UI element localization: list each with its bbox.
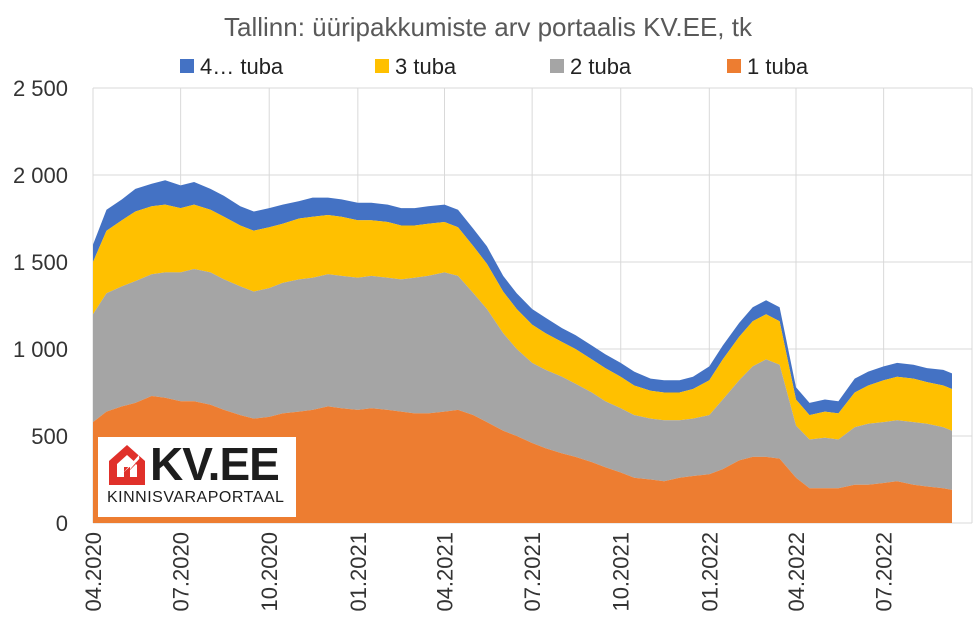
x-tick-label: 04.2020 xyxy=(81,532,106,612)
x-tick-label: 04.2022 xyxy=(784,532,809,612)
legend-item: 4… tuba xyxy=(180,54,284,79)
legend-label: 1 tuba xyxy=(747,54,809,79)
legend-item: 1 tuba xyxy=(727,54,809,79)
kv-ee-logo: KV.EE KINNISVARAPORTAAL xyxy=(98,437,296,517)
logo-tagline: KINNISVARAPORTAAL xyxy=(107,489,285,506)
area-2-rooms xyxy=(93,269,952,490)
x-tick-label: 01.2022 xyxy=(697,532,722,612)
legend-label: 3 tuba xyxy=(395,54,457,79)
x-tick-label: 07.2022 xyxy=(872,532,897,612)
legend-swatch xyxy=(727,59,741,73)
legend-swatch xyxy=(375,59,389,73)
legend-item: 3 tuba xyxy=(375,54,457,79)
x-tick-label: 10.2021 xyxy=(609,532,634,612)
house-arrow-icon xyxy=(109,445,145,485)
y-tick-label: 2 000 xyxy=(13,163,68,188)
x-tick-label: 07.2020 xyxy=(169,532,194,612)
x-tick-label: 04.2021 xyxy=(432,532,457,612)
y-tick-label: 0 xyxy=(56,511,68,536)
y-tick-label: 1 000 xyxy=(13,337,68,362)
x-tick-label: 07.2021 xyxy=(520,532,545,612)
y-tick-label: 500 xyxy=(31,424,68,449)
logo-brand: KV.EE xyxy=(150,438,280,490)
y-tick-label: 2 500 xyxy=(13,76,68,101)
legend: 4… tuba 3 tuba 2 tuba 1 tuba xyxy=(180,54,809,79)
y-axis-ticks: 0 500 1 000 1 500 2 000 2 500 xyxy=(13,76,68,536)
legend-label: 2 tuba xyxy=(570,54,632,79)
x-tick-label: 01.2021 xyxy=(346,532,371,612)
y-tick-label: 1 500 xyxy=(13,250,68,275)
area-1-room xyxy=(93,396,952,523)
legend-item: 2 tuba xyxy=(550,54,632,79)
legend-swatch xyxy=(180,59,194,73)
area-3-rooms xyxy=(93,204,952,440)
area-4-rooms xyxy=(93,180,952,416)
legend-swatch xyxy=(550,59,564,73)
chart-title: Tallinn: üüripakkumiste arv portaalis KV… xyxy=(224,12,753,42)
x-tick-label: 10.2020 xyxy=(257,532,282,612)
legend-label: 4… tuba xyxy=(200,54,284,79)
x-axis-ticks: 04.2020 07.2020 10.2020 01.2021 04.2021 07.20… xyxy=(81,532,897,612)
series-areas xyxy=(93,180,952,523)
